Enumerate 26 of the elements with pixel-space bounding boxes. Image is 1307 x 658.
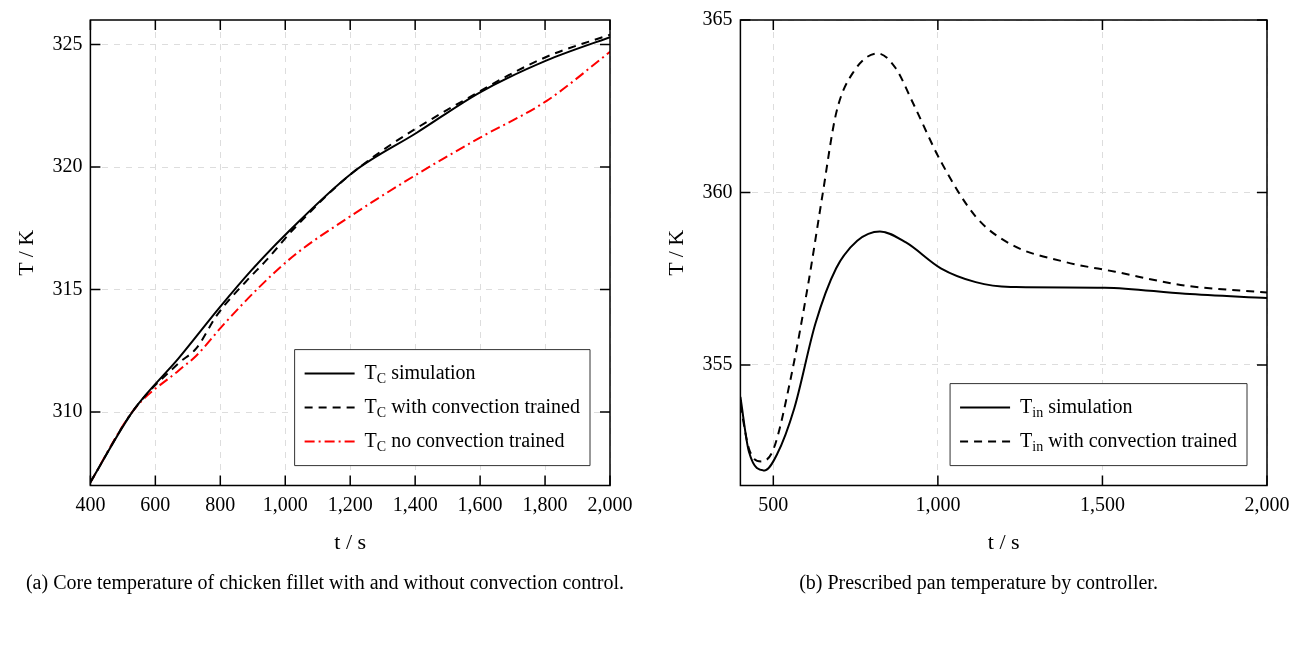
x-tick-label: 1,000	[915, 492, 961, 515]
x-tick-label: 500	[758, 492, 789, 515]
y-tick-label: 325	[52, 31, 83, 54]
x-tick-label: 2,000	[587, 492, 633, 515]
y-tick-label: 315	[52, 276, 83, 299]
text: (a) Core temperature of chicken fillet with and without convection control.	[24, 570, 626, 594]
text: (b) Prescribed pan temperature by controller.	[798, 570, 1159, 594]
y-tick-label: 365	[702, 7, 733, 30]
y-tick-label: 310	[52, 399, 83, 422]
y-tick-label: 355	[702, 352, 733, 375]
x-tick-label: 1,000	[262, 492, 308, 515]
x-tick-label: 1,400	[392, 492, 438, 515]
y-tick-label: 360	[702, 179, 733, 202]
x-tick-label: 1,600	[457, 492, 503, 515]
x-axis-title: t / s	[334, 528, 367, 554]
x-tick-label: 400	[75, 492, 106, 515]
x-tick-label: 800	[205, 492, 236, 515]
x-axis-title: t / s	[987, 528, 1020, 554]
y-axis-title: T / K	[662, 229, 688, 276]
x-tick-label: 600	[140, 492, 171, 515]
y-tick-label: 320	[52, 154, 83, 177]
x-tick-label: 1,200	[327, 492, 373, 515]
x-tick-label: 2,000	[1244, 492, 1290, 515]
y-axis-title: T / K	[12, 229, 38, 276]
x-tick-label: 1,800	[522, 492, 568, 515]
x-tick-label: 1,500	[1079, 492, 1125, 515]
